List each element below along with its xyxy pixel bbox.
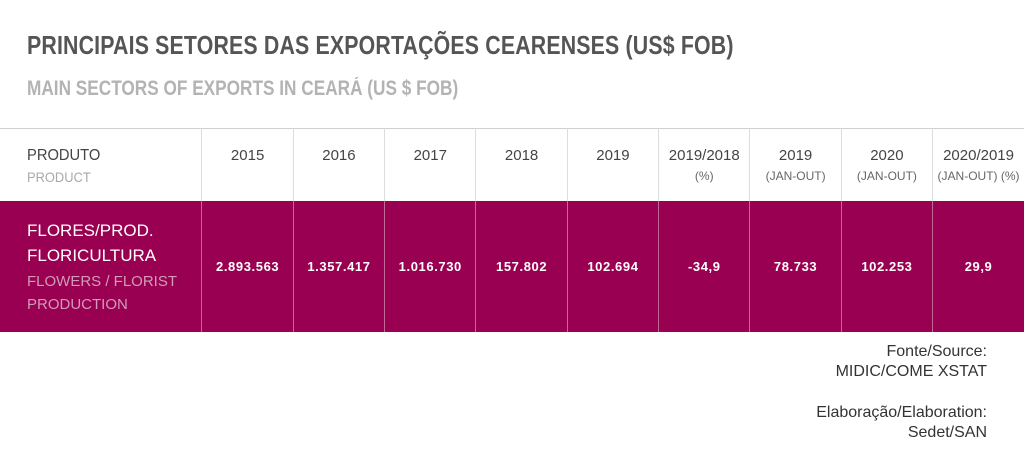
column-header-label: 2020: [870, 147, 904, 164]
column-header-label: 2018: [504, 147, 539, 164]
column-header-sublabel: PRODUCT: [27, 169, 91, 185]
column-header-label: 2019: [596, 147, 630, 164]
product-cell: FLORES/PROD. FLORICULTURA FLOWERS / FLOR…: [0, 200, 203, 332]
column-header-label: 2019/2018: [668, 147, 740, 164]
value-cell-2019: 102.694: [567, 200, 660, 332]
column-header-sublabel: (JAN-OUT) (%): [937, 169, 1020, 183]
page-title: PRINCIPAIS SETORES DAS EXPORTAÇÕES CEARE…: [27, 30, 734, 60]
value-cell-2018: 157.802: [475, 200, 568, 332]
column-header-2020-jan-out: 2020 (JAN-OUT): [841, 128, 934, 201]
column-header-2019-2018-pct: 2019/2018 (%): [658, 128, 751, 201]
value-cell-2019-jan-out: 78.733: [749, 200, 842, 332]
column-header-label: 2020/2019: [943, 147, 1014, 164]
column-header-2019: 2019: [567, 128, 660, 201]
value-cell-2019-2018-pct: -34,9: [658, 200, 751, 332]
value-cell-2015: 2.893.563: [201, 200, 294, 332]
column-header-product: PRODUTO PRODUCT: [0, 128, 203, 201]
page-subtitle: MAIN SECTORS OF EXPORTS IN CEARÁ (US $ F…: [27, 77, 459, 100]
column-header-label: 2016: [322, 147, 356, 164]
table-row: FLORES/PROD. FLORICULTURA FLOWERS / FLOR…: [0, 200, 1024, 332]
product-name-en: FLOWERS / FLORIST PRODUCTION: [27, 272, 177, 313]
value-cell-2020-jan-out: 102.253: [841, 200, 934, 332]
elaboration-value: Sedet/SAN: [907, 424, 987, 441]
table-header-row: PRODUTO PRODUCT 2015 2016 2017 2018 2019: [0, 128, 1024, 201]
column-header-sublabel: (JAN-OUT): [856, 169, 917, 183]
column-header-2016: 2016: [293, 128, 386, 201]
column-header-sublabel: (%): [694, 169, 714, 183]
exports-table: PRODUTO PRODUCT 2015 2016 2017 2018 2019: [0, 128, 1024, 332]
column-header-label: 2015: [230, 147, 265, 164]
column-header-2018: 2018: [475, 128, 568, 201]
column-header-2017: 2017: [384, 128, 477, 201]
value-cell-2016: 1.357.417: [293, 200, 386, 332]
column-header-label: 2017: [413, 147, 447, 164]
elaboration-label: Elaboração/Elaboration:: [816, 404, 987, 421]
value-cell-2020-2019-pct: 29,9: [964, 258, 993, 274]
column-header-sublabel: (JAN-OUT): [765, 169, 826, 183]
column-header-2015: 2015: [201, 128, 294, 201]
value-cell-2017: 1.016.730: [384, 200, 477, 332]
column-header-label: PRODUTO: [27, 147, 101, 164]
source-note: Fonte/Source: MIDIC/COME XSTAT Elaboraçã…: [816, 342, 987, 443]
product-name: FLORES/PROD. FLORICULTURA: [27, 220, 157, 265]
column-header-2020-2019-pct: 2020/2019 (JAN-OUT) (%): [932, 128, 1024, 201]
source-label: Fonte/Source:: [886, 343, 988, 360]
column-header-label: 2019: [778, 147, 813, 164]
column-header-2019-jan-out: 2019 (JAN-OUT): [749, 128, 842, 201]
source-value: MIDIC/COME XSTAT: [835, 363, 987, 380]
